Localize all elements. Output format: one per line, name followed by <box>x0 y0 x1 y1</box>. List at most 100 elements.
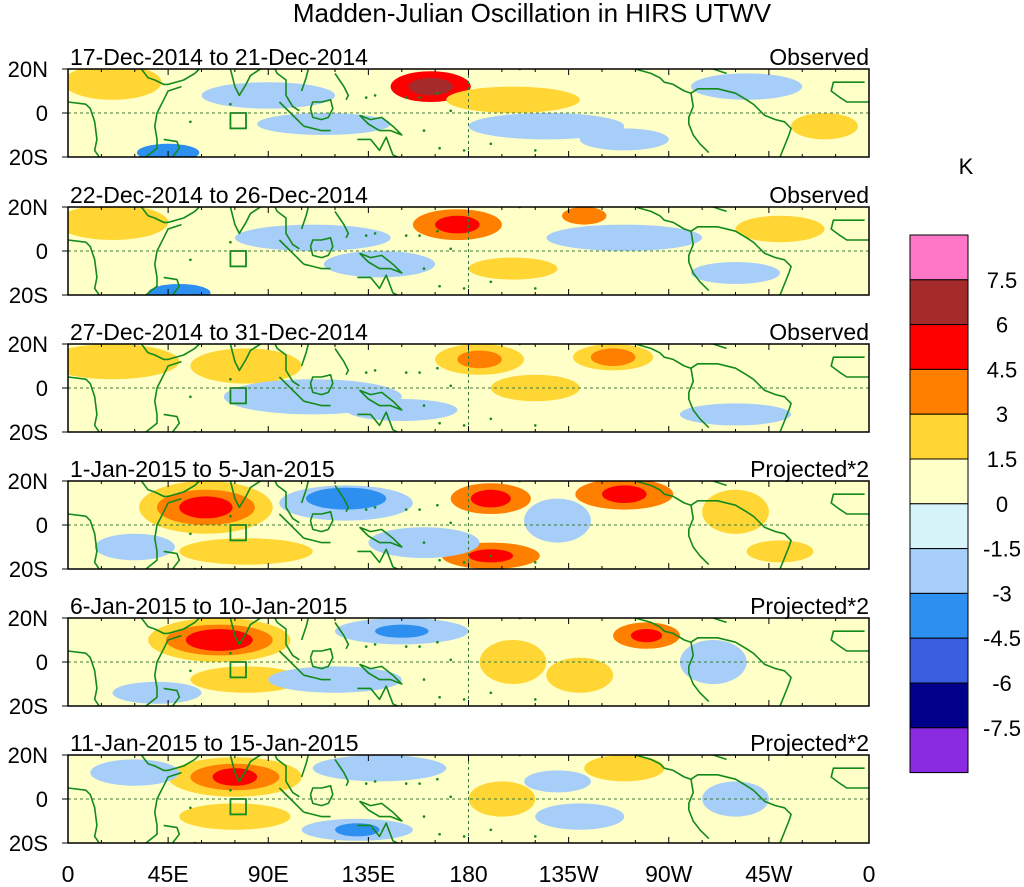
coastline <box>635 755 759 796</box>
colorbar-tick-label: -6 <box>992 671 1012 696</box>
island <box>489 691 493 695</box>
island <box>462 287 466 290</box>
coastline <box>334 72 350 101</box>
island <box>534 149 537 152</box>
x-tick-label: 135E <box>342 861 396 887</box>
anomaly-blob <box>201 82 336 109</box>
panel-period: 17-Dec-2014 to 21-Dec-2014 <box>70 44 368 70</box>
island <box>418 782 421 785</box>
coastline <box>145 223 182 295</box>
coastline <box>334 210 350 239</box>
island <box>373 506 377 509</box>
coastline <box>357 685 398 706</box>
coastline <box>145 85 182 157</box>
island <box>422 815 426 818</box>
island <box>364 371 368 374</box>
coastline <box>358 114 403 136</box>
colorbar-bin <box>909 592 969 639</box>
anomaly-blob <box>630 629 663 643</box>
coastline <box>830 356 869 378</box>
island <box>422 129 426 132</box>
island <box>462 835 466 838</box>
island <box>418 234 421 237</box>
panel-period: 22-Dec-2014 to 26-Dec-2014 <box>70 182 368 208</box>
colorbar-tick-label: 7.5 <box>987 268 1018 293</box>
x-axis: 0 45E 90E 135E 180 135W 90W 45W 0 <box>62 861 876 887</box>
island <box>438 695 441 699</box>
panel-period: 1-Jan-2015 to 5-Jan-2015 <box>70 456 335 482</box>
island <box>462 698 466 701</box>
island <box>436 503 439 507</box>
panel-label: Observed <box>769 319 869 345</box>
anomaly-blob <box>446 86 580 113</box>
coastline <box>757 108 792 157</box>
coastline <box>278 101 305 127</box>
coastline <box>830 767 869 789</box>
anomaly-blob <box>524 770 591 793</box>
coastline <box>687 231 710 292</box>
anomaly-blob <box>190 666 302 693</box>
coastline <box>358 526 403 548</box>
island <box>489 828 493 832</box>
x-tick-label: 135W <box>539 861 599 887</box>
coastline <box>300 344 310 367</box>
anomaly-blob <box>524 498 591 543</box>
island <box>438 558 441 562</box>
y-tick-label: 0 <box>36 376 48 401</box>
coastline <box>278 513 305 539</box>
coastline <box>334 621 350 650</box>
colorbar-bin <box>909 413 969 460</box>
anomaly-blob <box>470 489 511 508</box>
island <box>189 258 192 262</box>
anomaly-blob <box>136 143 200 157</box>
y-tick-label: 0 <box>36 513 48 538</box>
coastline <box>687 779 710 840</box>
x-tick-label: 0 <box>62 861 75 887</box>
panel-label: Projected*2 <box>750 730 869 756</box>
coastline <box>687 505 710 566</box>
island <box>534 561 537 564</box>
colorbar-units: K <box>959 154 974 179</box>
coastline <box>699 481 727 487</box>
island <box>364 645 368 648</box>
coastline <box>635 344 759 385</box>
coastline <box>309 510 334 533</box>
anomaly-blob <box>468 113 625 140</box>
anomaly-blob <box>68 344 180 380</box>
colorbar-tick-label: -7.5 <box>983 716 1021 741</box>
island <box>189 532 192 536</box>
coastline <box>357 548 398 569</box>
coastline <box>228 481 300 524</box>
y-tick-label: 20N <box>8 606 48 631</box>
island <box>436 366 439 370</box>
coastline <box>278 787 305 813</box>
coastline <box>140 69 200 86</box>
island <box>438 832 441 836</box>
anomaly-blob <box>435 215 480 234</box>
island <box>489 417 493 421</box>
island <box>404 371 408 374</box>
colorbar-bin <box>909 368 969 415</box>
colorbar-bin <box>909 727 969 774</box>
island <box>229 102 232 106</box>
x-tick-label: 45E <box>148 861 189 887</box>
island <box>229 377 232 381</box>
island <box>404 645 408 648</box>
island <box>189 433 192 436</box>
coastline <box>699 618 727 624</box>
coastline <box>278 239 305 265</box>
anomaly-blob <box>546 657 614 693</box>
y-tick-label: 20N <box>8 57 48 82</box>
island <box>404 96 408 99</box>
colorbar-bin <box>909 682 969 729</box>
y-tick-label: 0 <box>36 239 48 264</box>
anomaly-blob <box>323 251 436 278</box>
colorbar-tick-label: 0 <box>996 492 1008 517</box>
island <box>364 508 368 511</box>
x-tick-label: 90W <box>645 861 693 887</box>
coastline <box>687 642 710 703</box>
coastline <box>357 822 398 843</box>
coastline <box>228 69 300 112</box>
coastline <box>303 400 331 407</box>
island <box>436 640 439 644</box>
